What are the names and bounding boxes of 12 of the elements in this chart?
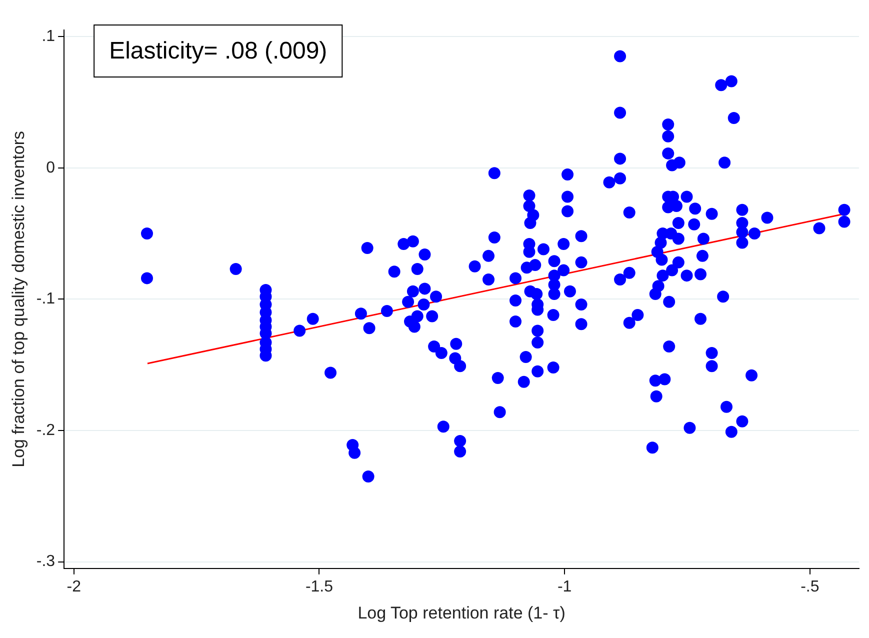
x-tick-label: -1.5 bbox=[305, 578, 334, 596]
y-tick-label: -.2 bbox=[36, 422, 56, 439]
x-tick-label: -.5 bbox=[800, 578, 820, 596]
y-tick-label: -.1 bbox=[36, 290, 56, 308]
annotation: Elasticity= .08 (.009) bbox=[109, 38, 328, 65]
y-tick-label: 0 bbox=[46, 159, 56, 176]
y-axis-title: Log fraction of top quality domestic inventors bbox=[8, 130, 28, 468]
y-tick-label: .1 bbox=[42, 28, 56, 45]
x-tick-label: -1 bbox=[557, 578, 572, 596]
y-tick-label: -.3 bbox=[36, 553, 56, 570]
x-axis-title: Log Top retention rate (1- τ) bbox=[358, 603, 566, 622]
x-tick-label: -2 bbox=[66, 578, 82, 596]
